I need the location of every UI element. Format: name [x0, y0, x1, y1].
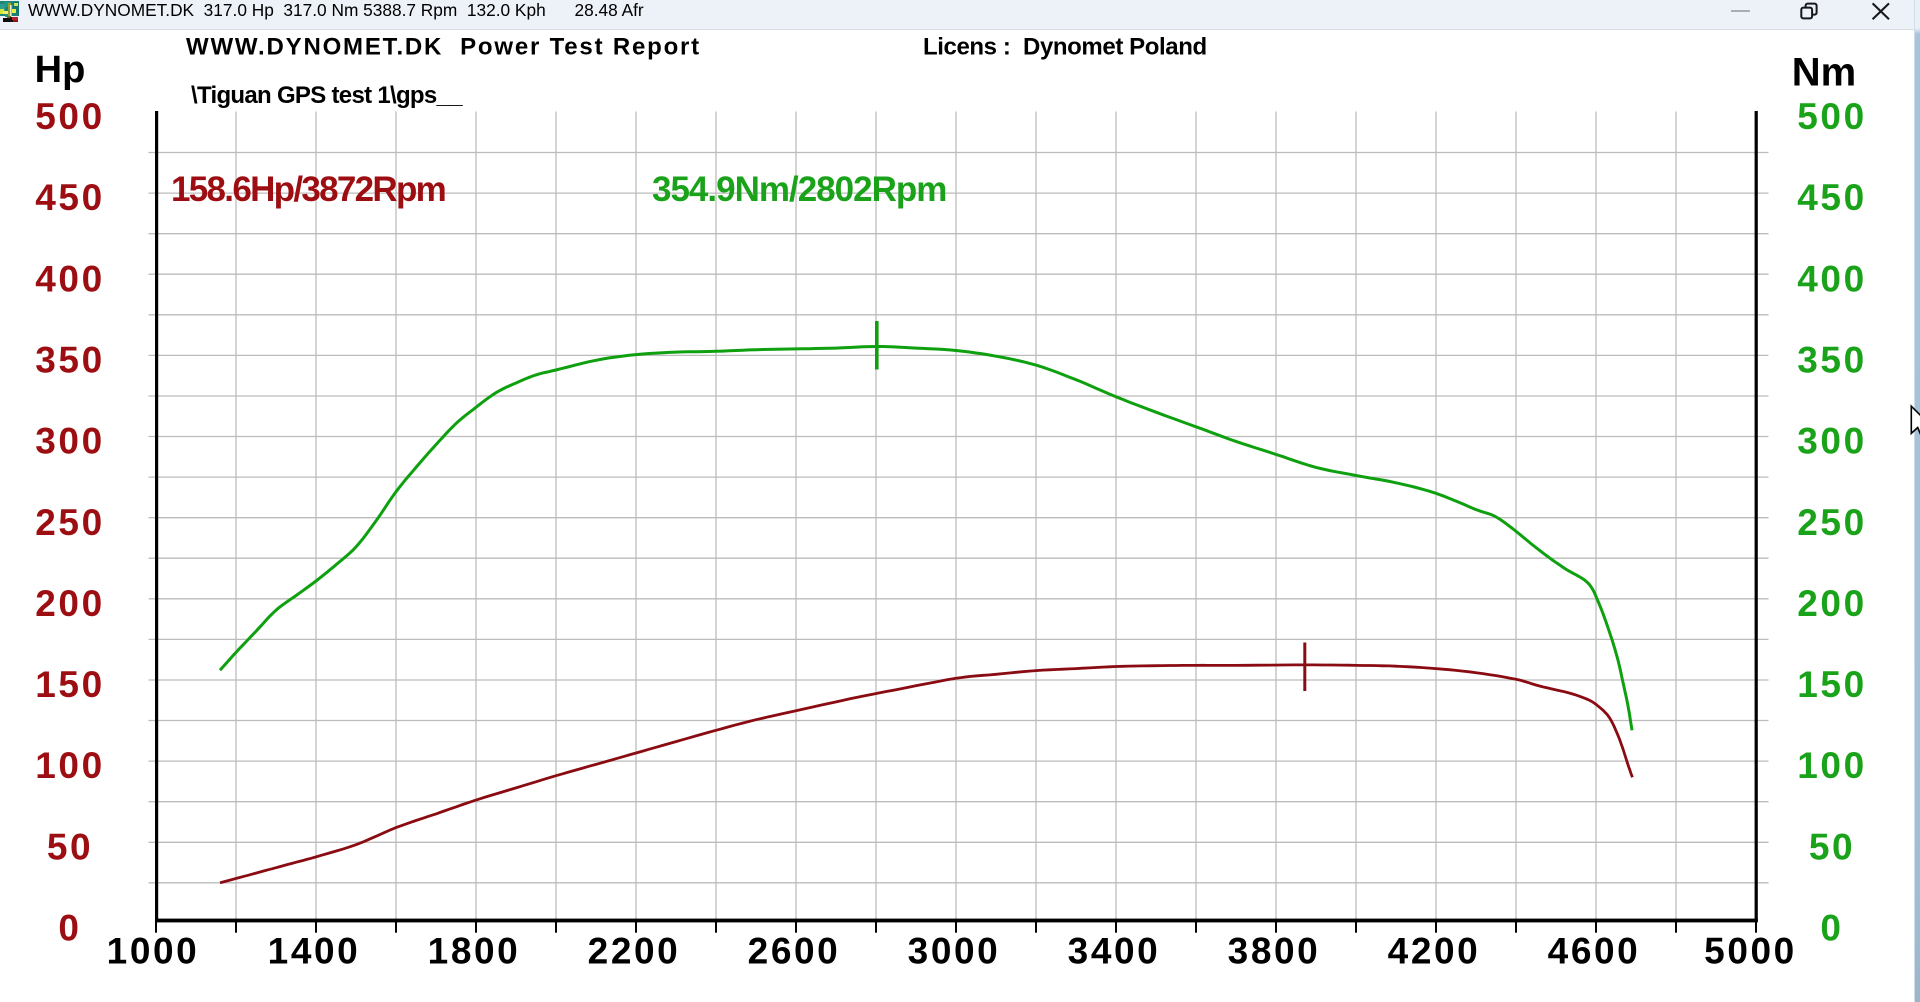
- svg-text:Nm: Nm: [1792, 51, 1856, 95]
- svg-text:Licens : Dynomet Poland: Licens : Dynomet Poland: [923, 34, 1207, 61]
- svg-text:350: 350: [35, 340, 105, 381]
- svg-text:150: 150: [1797, 664, 1867, 705]
- svg-text:4600: 4600: [1548, 931, 1641, 972]
- svg-text:500: 500: [1797, 96, 1867, 137]
- svg-text:50: 50: [47, 826, 93, 867]
- svg-text:450: 450: [35, 177, 105, 218]
- svg-text:300: 300: [35, 421, 105, 462]
- svg-text:250: 250: [1797, 502, 1867, 543]
- svg-text:3800: 3800: [1228, 931, 1321, 972]
- svg-text:150: 150: [35, 664, 105, 705]
- svg-text:400: 400: [1797, 258, 1867, 299]
- svg-text:2600: 2600: [748, 931, 841, 972]
- svg-text:250: 250: [35, 502, 105, 543]
- svg-text:300: 300: [1797, 421, 1867, 462]
- svg-text:500: 500: [35, 96, 105, 137]
- svg-text:3000: 3000: [908, 931, 1001, 972]
- svg-text:2200: 2200: [588, 931, 681, 972]
- svg-text:354.9Nm/2802Rpm: 354.9Nm/2802Rpm: [652, 170, 946, 209]
- svg-text:0: 0: [58, 908, 81, 949]
- svg-text:158.6Hp/3872Rpm: 158.6Hp/3872Rpm: [171, 170, 445, 209]
- svg-text:450: 450: [1797, 177, 1867, 218]
- svg-text:Hp: Hp: [35, 49, 86, 91]
- svg-text:0: 0: [1820, 908, 1843, 949]
- svg-text:WWW.DYNOMET.DK Power Test Rep: WWW.DYNOMET.DK Power Test Report: [186, 34, 701, 61]
- svg-text:5000: 5000: [1704, 931, 1797, 972]
- svg-text:100: 100: [1797, 745, 1867, 786]
- svg-text:200: 200: [1797, 583, 1867, 624]
- svg-text:4200: 4200: [1388, 931, 1481, 972]
- svg-text:\Tiguan GPS test 1\gps__: \Tiguan GPS test 1\gps__: [191, 82, 463, 109]
- svg-text:1000: 1000: [107, 931, 200, 972]
- svg-text:100: 100: [35, 745, 105, 786]
- svg-text:3400: 3400: [1068, 931, 1161, 972]
- svg-text:1400: 1400: [268, 931, 361, 972]
- svg-text:200: 200: [35, 583, 105, 624]
- svg-text:400: 400: [35, 258, 105, 299]
- svg-text:50: 50: [1809, 826, 1855, 867]
- svg-text:1800: 1800: [428, 931, 521, 972]
- svg-text:350: 350: [1797, 340, 1867, 381]
